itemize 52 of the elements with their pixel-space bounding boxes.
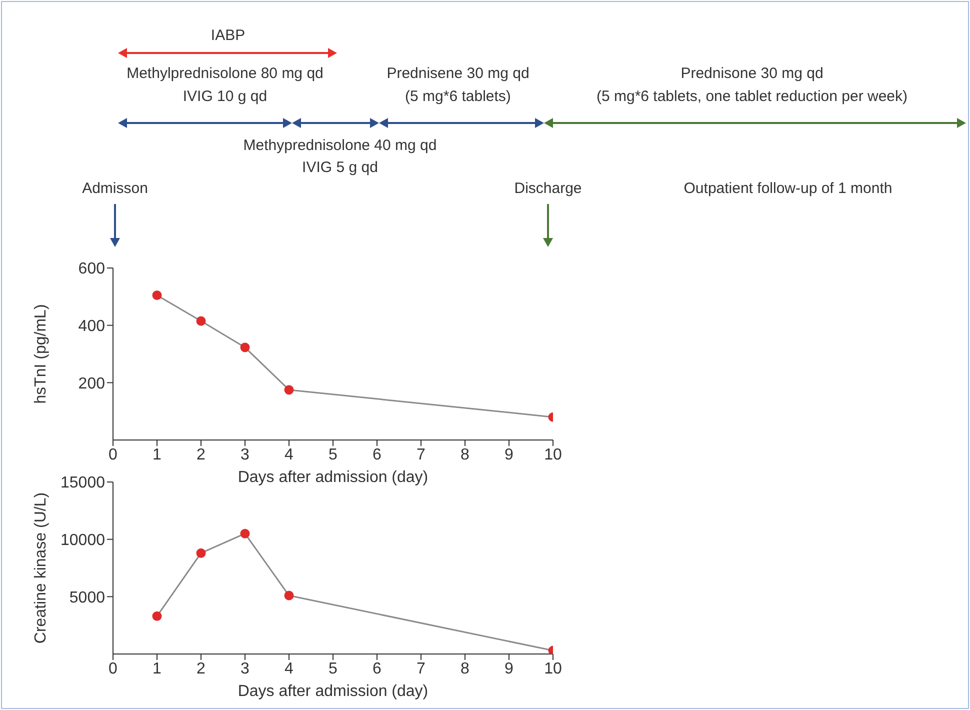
y-tick-label: 10000 <box>60 532 106 550</box>
x-axis-title: Days after admission (day) <box>238 683 428 700</box>
x-tick-label: 8 <box>460 446 470 464</box>
y-tick-label: 600 <box>78 260 106 278</box>
text: IVIG 10 g qd <box>182 88 268 105</box>
x-tick-label: 0 <box>108 446 118 464</box>
point <box>240 342 250 352</box>
x-tick-label: 0 <box>108 660 118 678</box>
point <box>284 385 294 395</box>
point <box>196 316 206 326</box>
x-tick-label: 1 <box>152 660 162 678</box>
text: Admisson <box>82 180 148 197</box>
y-axis-title: Creatine kinase (U/L) <box>32 492 50 644</box>
x-tick-label: 4 <box>284 660 294 678</box>
text: Methyprednisolone 40 mg qd <box>243 137 437 154</box>
y-tick-label: 400 <box>78 318 106 336</box>
text: Methylprednisolone 80 mg qd <box>126 65 324 82</box>
text: (5 mg*6 tablets, one tablet reduction per week) <box>596 88 908 105</box>
point <box>152 611 162 621</box>
point <box>152 290 162 300</box>
text: IVIG 5 g qd <box>302 159 378 176</box>
text: Prednisone 30 mg qd <box>680 65 824 82</box>
y-tick-label: 15000 <box>60 474 106 492</box>
x-tick-label: 2 <box>196 660 206 678</box>
point <box>196 548 206 558</box>
x-tick-label: 10 <box>544 446 562 464</box>
x-tick-label: 8 <box>460 660 470 678</box>
y-tick-label: 5000 <box>69 589 106 606</box>
y-tick-label: 200 <box>78 375 106 392</box>
x-tick-label: 5 <box>328 446 338 464</box>
x-tick-label: 9 <box>504 660 514 678</box>
point <box>284 590 294 600</box>
x-tick-label: 4 <box>284 446 294 464</box>
text: Prednisene 30 mg qd <box>386 65 530 82</box>
x-tick-label: 3 <box>240 446 250 464</box>
x-tick-label: 7 <box>416 446 426 464</box>
y-axis-title: hsTnI (pg/mL) <box>32 304 50 404</box>
x-axis-title: Days after admission (day) <box>238 469 428 486</box>
x-tick-label: 10 <box>544 660 562 678</box>
text: IABP <box>210 27 246 44</box>
text: (5 mg*6 tablets) <box>405 88 511 105</box>
x-tick-label: 2 <box>196 446 206 464</box>
x-tick-label: 3 <box>240 660 250 678</box>
point <box>240 528 250 538</box>
x-tick-label: 1 <box>152 446 162 464</box>
x-tick-label: 5 <box>328 660 338 678</box>
x-tick-label: 6 <box>372 660 382 678</box>
x-tick-label: 6 <box>372 446 382 464</box>
text: Discharge <box>514 180 582 197</box>
text: Outpatient follow-up of 1 month <box>684 180 892 197</box>
x-tick-label: 9 <box>504 446 514 464</box>
x-tick-label: 7 <box>416 660 426 678</box>
